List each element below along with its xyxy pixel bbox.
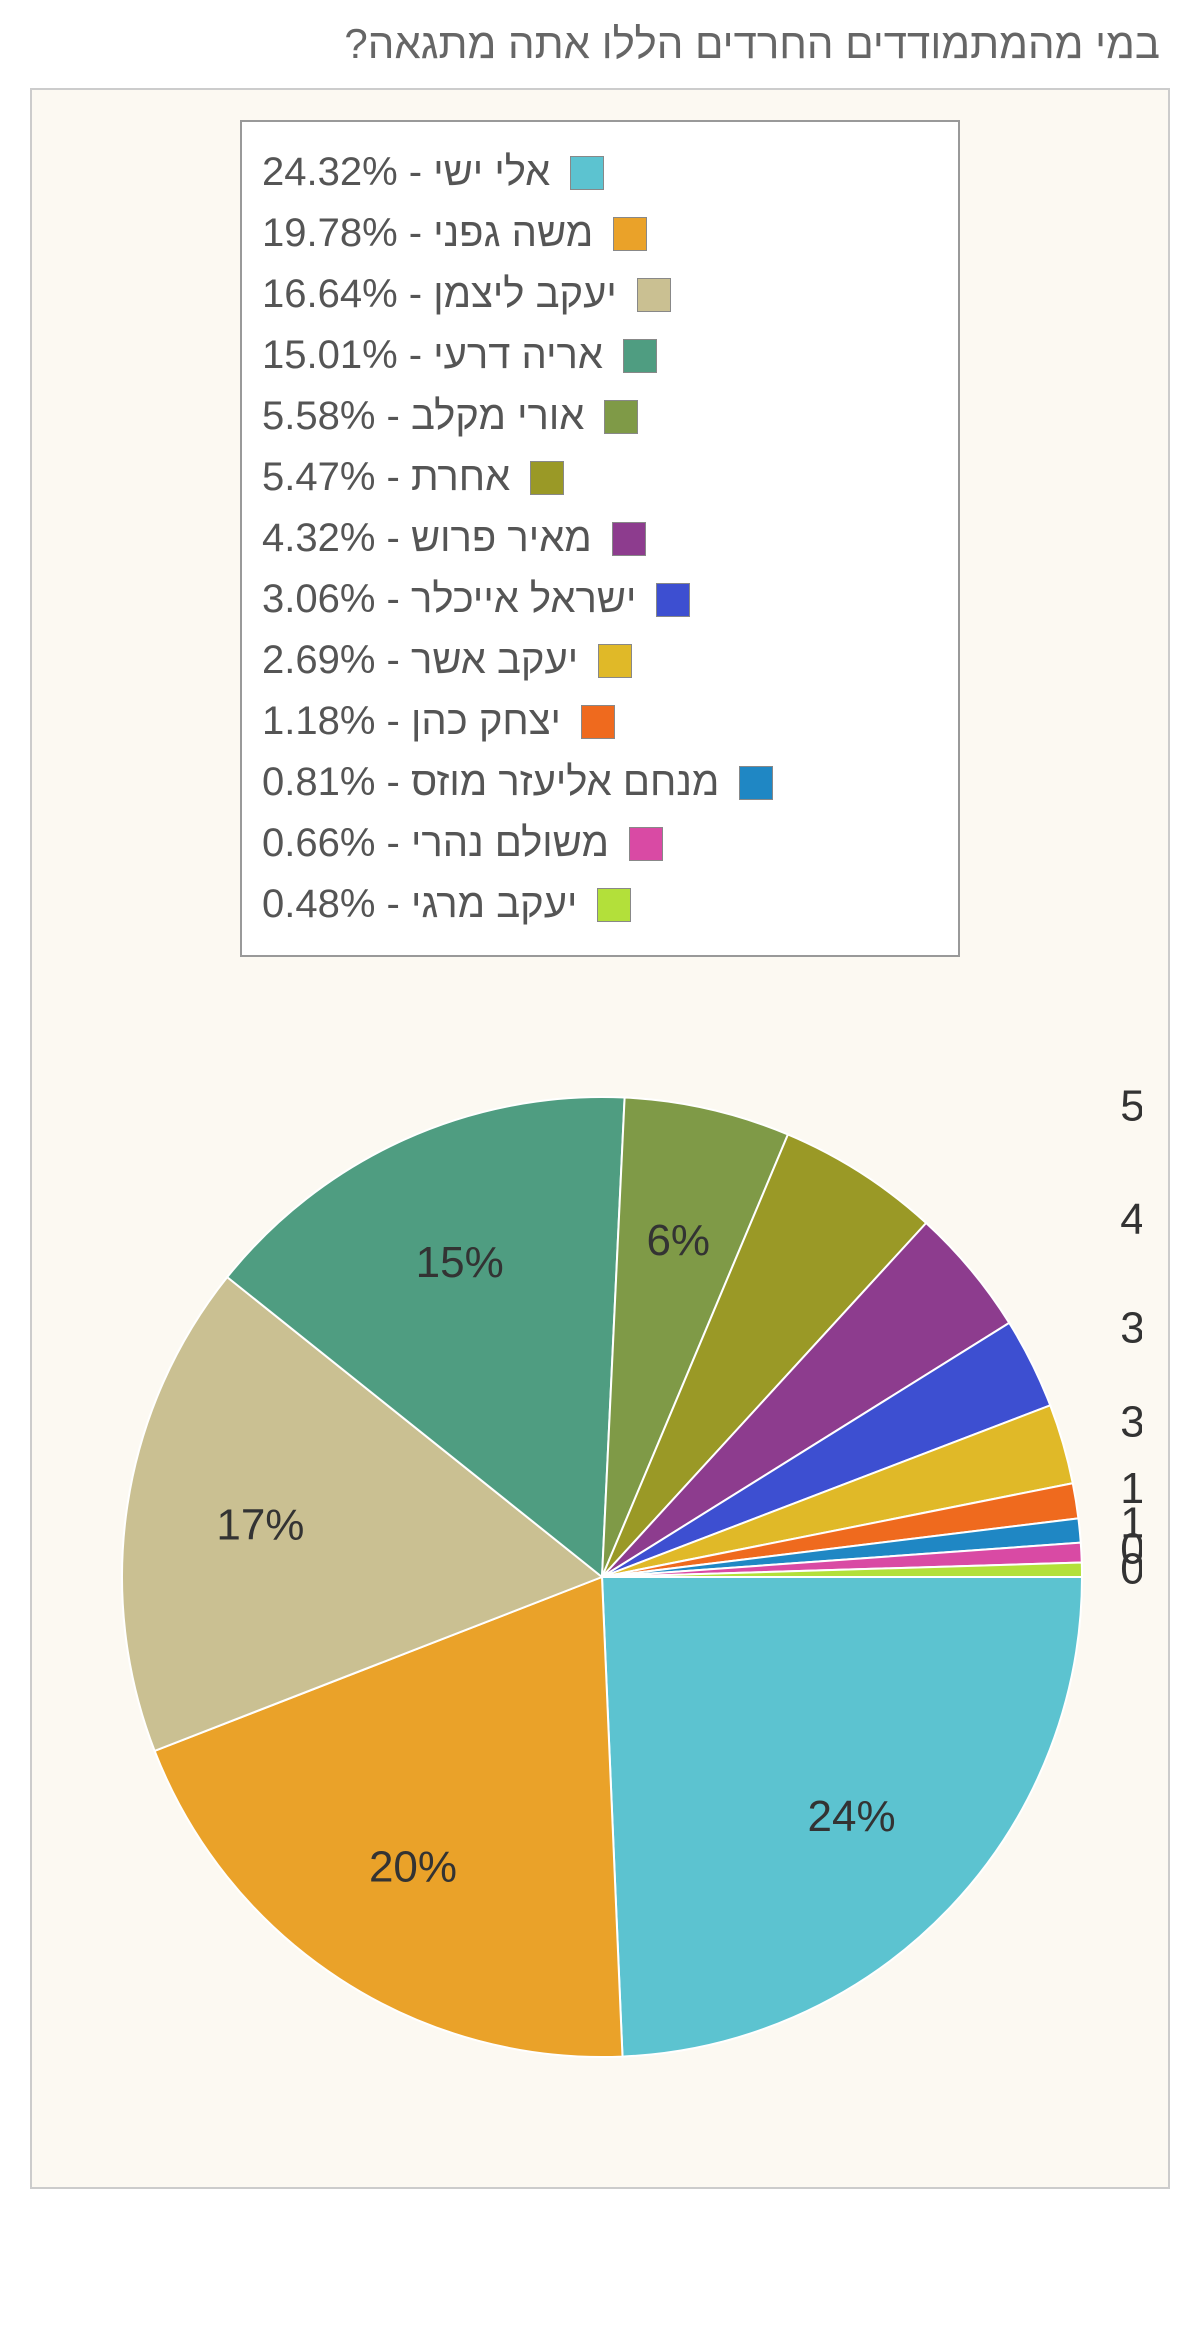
legend-swatch (656, 583, 690, 617)
slice-label: 0% (1120, 1545, 1142, 1594)
legend-swatch (637, 278, 671, 312)
slice-label: 3% (1120, 1398, 1142, 1447)
slice-label: 6% (646, 1216, 710, 1265)
legend-swatch (612, 522, 646, 556)
legend-swatch (570, 156, 604, 190)
legend-item: משולם נהרי - 0.66% (262, 813, 938, 874)
slice-label: 20% (369, 1842, 457, 1891)
legend-swatch (613, 217, 647, 251)
legend-item: יצחק כהן - 1.18% (262, 691, 938, 752)
legend: אלי ישי - 24.32% משה גפני - 19.78% יעקב לי… (240, 120, 960, 957)
slice-label: 17% (216, 1501, 304, 1550)
legend-item: משה גפני - 19.78% (262, 203, 938, 264)
legend-item: אורי מקלב - 5.58% (262, 386, 938, 447)
legend-item: יעקב מרגי - 0.48% (262, 874, 938, 935)
legend-item: יעקב אשר - 2.69% (262, 630, 938, 691)
legend-label: ישראל אייכלר - 3.06% (262, 577, 636, 622)
slice-label: 15% (416, 1238, 504, 1287)
chart-title: במי מהמתמודדים החרדים הללו אתה מתגאה? (0, 0, 1200, 88)
slice-label: 3% (1120, 1303, 1142, 1352)
legend-label: משה גפני - 19.78% (262, 211, 593, 256)
legend-swatch (739, 766, 773, 800)
legend-swatch (530, 461, 564, 495)
legend-swatch (623, 339, 657, 373)
legend-label: אלי ישי - 24.32% (262, 150, 550, 195)
legend-label: אריה דרעי - 15.01% (262, 333, 603, 378)
slice-label: 5% (1120, 1081, 1142, 1130)
legend-swatch (629, 827, 663, 861)
legend-item: יעקב ליצמן - 16.64% (262, 264, 938, 325)
legend-item: ישראל אייכלר - 3.06% (262, 569, 938, 630)
legend-label: משולם נהרי - 0.66% (262, 821, 609, 866)
legend-swatch (581, 705, 615, 739)
legend-item: אחרת - 5.47% (262, 447, 938, 508)
legend-label: יעקב אשר - 2.69% (262, 638, 578, 683)
legend-swatch (604, 400, 638, 434)
legend-label: אורי מקלב - 5.58% (262, 394, 584, 439)
legend-item: מנחם אליעזר מוזס - 0.81% (262, 752, 938, 813)
pie-chart: 24%20%17%15%6%5%4%3%3%1%1%0%0% (62, 1017, 1138, 2157)
legend-label: אחרת - 5.47% (262, 455, 510, 500)
legend-label: יצחק כהן - 1.18% (262, 699, 561, 744)
slice-label: 4% (1120, 1195, 1142, 1244)
legend-label: מאיר פרוש - 4.32% (262, 516, 592, 561)
legend-item: אלי ישי - 24.32% (262, 142, 938, 203)
legend-item: אריה דרעי - 15.01% (262, 325, 938, 386)
slice-label: 24% (808, 1792, 896, 1841)
legend-swatch (597, 888, 631, 922)
legend-swatch (598, 644, 632, 678)
legend-item: מאיר פרוש - 4.32% (262, 508, 938, 569)
legend-label: מנחם אליעזר מוזס - 0.81% (262, 760, 719, 805)
legend-label: יעקב מרגי - 0.48% (262, 882, 577, 927)
legend-label: יעקב ליצמן - 16.64% (262, 272, 617, 317)
chart-container: אלי ישי - 24.32% משה גפני - 19.78% יעקב לי… (30, 88, 1170, 2189)
